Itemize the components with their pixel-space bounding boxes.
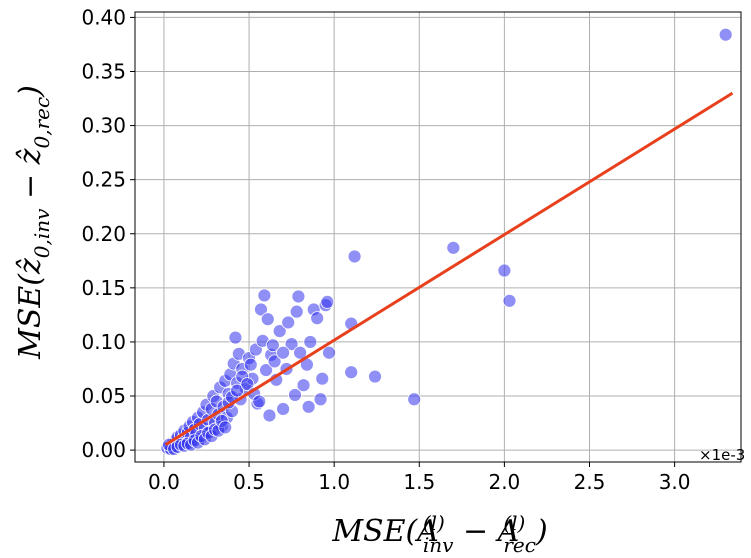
y-tick-label: 0.15 (81, 276, 126, 300)
data-point (301, 399, 316, 414)
data-point (446, 240, 461, 255)
data-point (718, 27, 733, 42)
data-point (228, 330, 243, 345)
data-point (322, 345, 336, 360)
x-axis-label: MSE(A(l) inv − A(l) rec) (331, 511, 547, 557)
y-axis-label: MSE(ẑ0,inv − ẑ0,rec) (13, 85, 54, 360)
data-point (252, 394, 267, 409)
data-point (320, 295, 335, 309)
data-point (313, 392, 328, 407)
data-point (240, 377, 255, 392)
data-point (344, 365, 359, 380)
x-tick-label: 1.0 (318, 470, 350, 494)
y-tick-label: 0.20 (81, 222, 126, 246)
data-point (303, 335, 318, 349)
y-tick-label: 0.30 (81, 114, 126, 138)
x-tick-label: 2.5 (574, 470, 606, 494)
y-tick-label: 0.40 (81, 5, 126, 29)
y-tick-labels: 0.00 0.05 0.10 0.15 0.20 0.25 0.30 0.35 0.40 (81, 5, 135, 462)
scatter-points (160, 27, 733, 456)
x-tick-label: 3.0 (659, 470, 691, 494)
fit-line (164, 91, 734, 446)
data-point (254, 302, 268, 317)
data-point (293, 345, 308, 360)
data-point (257, 288, 272, 303)
data-point (296, 378, 311, 393)
data-point (281, 315, 296, 330)
x-tick-labels: 0.0 0.5 1.0 1.5 2.0 2.5 3.0 (148, 462, 691, 494)
data-point (218, 420, 233, 435)
data-point (502, 293, 517, 308)
x-tick-label: 0.0 (148, 470, 180, 494)
x-tick-label: 1.5 (403, 470, 435, 494)
y-tick-label: 0.25 (81, 168, 126, 192)
data-point (288, 388, 302, 402)
data-point (276, 345, 290, 360)
plot-frame (134, 11, 742, 463)
data-point (276, 402, 290, 416)
data-point (262, 408, 277, 423)
data-point (267, 354, 282, 369)
data-point (310, 311, 325, 326)
data-point (289, 304, 304, 319)
y-tick-label: 0.10 (81, 330, 126, 354)
data-point (347, 249, 362, 264)
fit-line-group (164, 91, 734, 446)
y-tick-label: 0.35 (81, 59, 126, 83)
data-point (497, 263, 512, 278)
data-point (368, 369, 382, 384)
data-point (243, 357, 258, 372)
data-point (260, 312, 275, 327)
data-point (259, 363, 273, 377)
x-scale-note: ×1e-3 (699, 446, 745, 464)
data-point (284, 337, 299, 351)
y-tick-label: 0.00 (81, 438, 126, 462)
data-point (407, 392, 422, 407)
data-point (265, 338, 280, 353)
grid-lines (135, 12, 741, 462)
x-tick-label: 2.0 (488, 470, 520, 494)
data-point (315, 371, 330, 386)
x-tick-label: 0.5 (233, 470, 265, 494)
data-point (272, 324, 287, 339)
data-point (230, 383, 245, 398)
y-tick-label: 0.05 (81, 384, 126, 408)
data-point (291, 289, 306, 304)
